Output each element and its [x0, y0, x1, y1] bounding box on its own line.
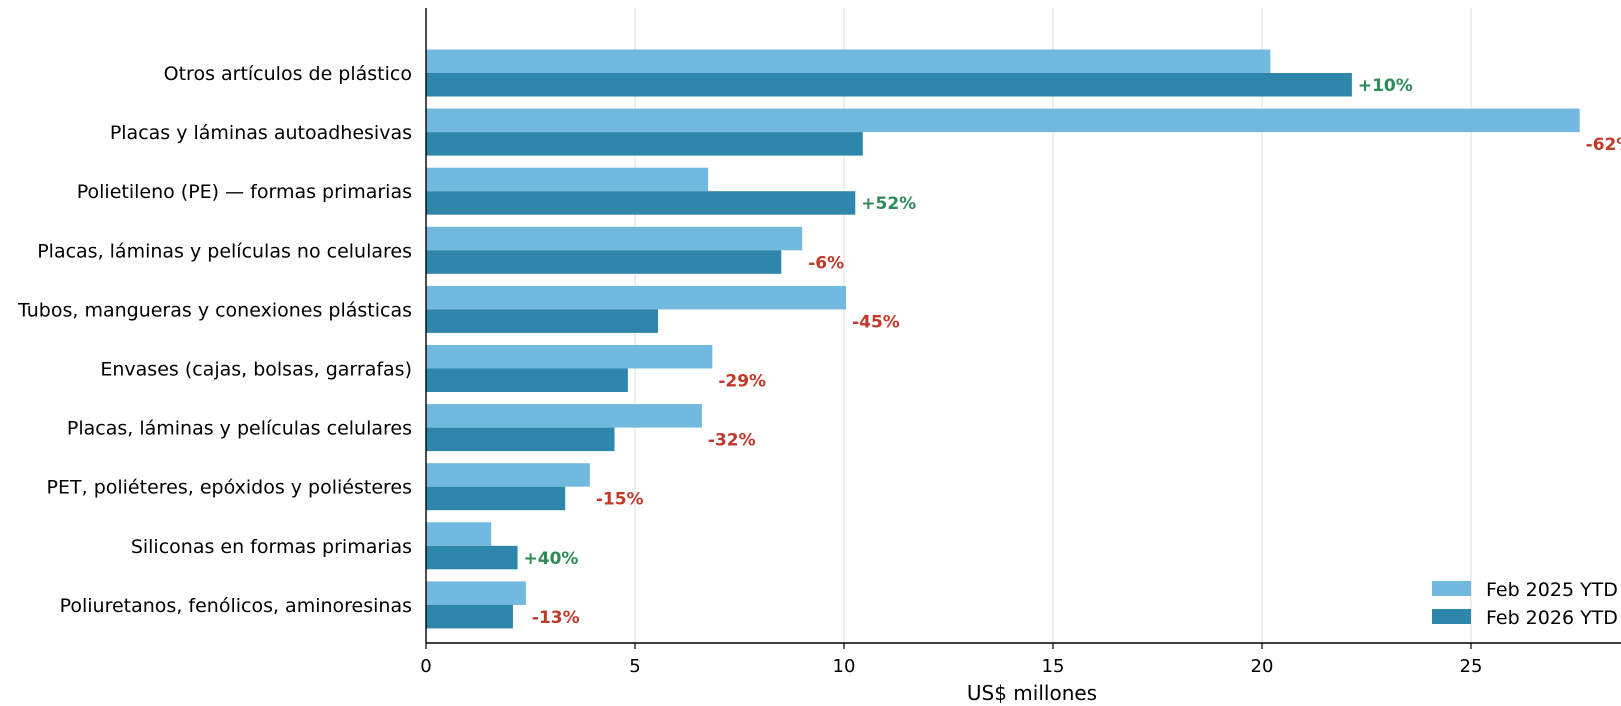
bars — [426, 49, 1580, 629]
change-annotation: +40% — [524, 549, 579, 569]
change-annotation: +10% — [1358, 76, 1413, 96]
x-tick-label: 15 — [1042, 656, 1065, 677]
category-label: Otros artículos de plástico — [164, 63, 412, 85]
legend: Feb 2025 YTD Feb 2026 YTD — [1432, 579, 1618, 629]
bar-2026 — [426, 604, 513, 629]
x-tick-label: 10 — [833, 656, 856, 677]
category-label: PET, poliéteres, epóxidos y poliésteres — [47, 477, 412, 499]
category-label: Poliuretanos, fenólicos, aminoresinas — [60, 595, 412, 617]
category-labels: Otros artículos de plástico Placas y lámi… — [17, 63, 412, 617]
bar-2025 — [426, 522, 492, 546]
change-annotation: +52% — [861, 194, 916, 214]
change-annotation: -62% — [1586, 135, 1621, 155]
category-label: Tubos, mangueras y conexiones plásticas — [17, 299, 412, 321]
category-label: Placas, láminas y películas celulares — [67, 418, 412, 440]
x-tick-label: 20 — [1251, 656, 1274, 677]
bar-2025 — [426, 167, 709, 192]
change-annotation: -29% — [718, 372, 766, 392]
category-label: Placas y láminas autoadhesivas — [110, 122, 412, 144]
bar-2026 — [426, 368, 628, 392]
legend-label-2025: Feb 2025 YTD — [1486, 579, 1618, 601]
category-label: Polietileno (PE) — formas primarias — [77, 181, 412, 203]
bar-2026 — [426, 191, 856, 215]
bar-2026 — [426, 250, 782, 274]
category-label: Siliconas en formas primarias — [131, 536, 412, 558]
bar-2026 — [426, 427, 615, 452]
change-annotation: -6% — [808, 253, 844, 273]
bar-2025 — [426, 108, 1580, 133]
x-tick-label: 5 — [629, 656, 640, 677]
change-annotation: -32% — [708, 431, 756, 451]
bar-2025 — [426, 463, 590, 487]
bar-2026 — [426, 132, 863, 156]
legend-label-2026: Feb 2026 YTD — [1486, 607, 1618, 629]
axes — [425, 8, 1621, 644]
bar-2025 — [426, 226, 803, 251]
bar-2025 — [426, 285, 847, 310]
bar-2026 — [426, 545, 518, 570]
gridlines — [634, 8, 1472, 643]
bar-2025 — [426, 404, 702, 428]
bar-2026 — [426, 73, 1352, 97]
bar-2026 — [426, 309, 658, 333]
x-axis-label: US$ millones — [967, 681, 1097, 705]
bar-2025 — [426, 345, 713, 369]
x-ticks: 0 5 10 15 20 25 — [420, 643, 1482, 677]
x-tick-label: 0 — [420, 656, 431, 677]
change-annotation: -45% — [852, 312, 900, 332]
bar-2026 — [426, 486, 566, 511]
bar-2025 — [426, 581, 526, 605]
category-label: Placas, láminas y películas no celulares — [37, 240, 412, 262]
x-tick-label: 25 — [1460, 656, 1483, 677]
change-annotation: -15% — [596, 490, 644, 510]
bar-2025 — [426, 49, 1271, 73]
change-annotations: +10% -62% +52% -6% -45% -29% -32% -15% +40% -13% — [524, 76, 1621, 628]
change-annotation: -13% — [532, 608, 580, 628]
legend-swatch-2025 — [1432, 581, 1471, 596]
legend-swatch-2026 — [1432, 609, 1471, 624]
category-label: Envases (cajas, bolsas, garrafas) — [100, 359, 412, 381]
